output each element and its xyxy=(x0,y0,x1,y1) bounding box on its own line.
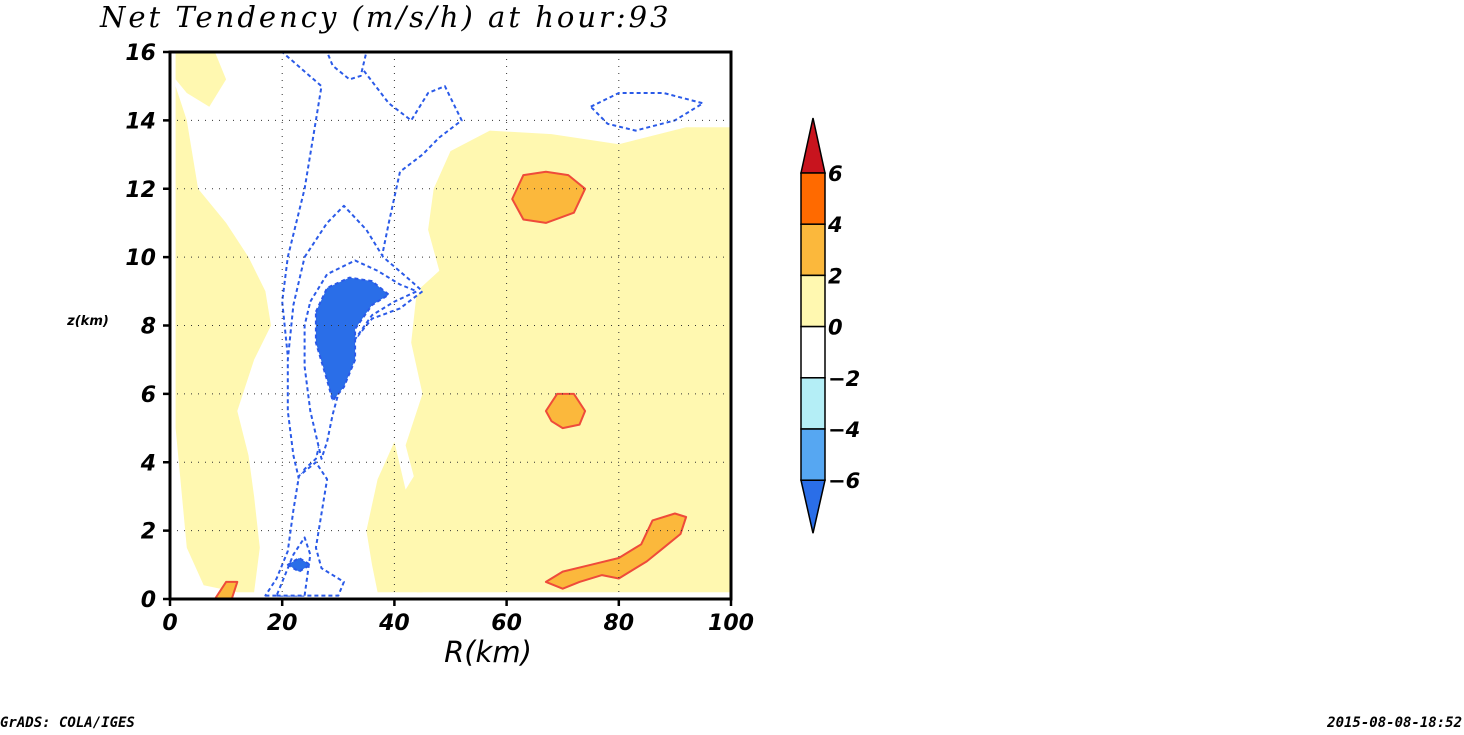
y-tick-label: 14 xyxy=(125,109,156,134)
x-axis-label: R(km) xyxy=(444,635,532,669)
chart-title: Net Tendency (m/s/h) at hour:93 xyxy=(99,0,672,34)
colorbar-tick-label: 4 xyxy=(827,213,843,237)
colorbar-swatch xyxy=(800,223,826,277)
contour-region-positive-background xyxy=(175,86,271,593)
y-tick-label: 2 xyxy=(141,520,156,545)
x-tick-label: 20 xyxy=(267,611,298,636)
colorbar-tick-label: −2 xyxy=(828,367,860,391)
colorbar-tick-label: 0 xyxy=(828,316,843,340)
colorbar-swatch-top xyxy=(800,117,826,174)
colorbar-swatch-bottom xyxy=(800,479,826,534)
x-tick-label: 40 xyxy=(378,611,410,636)
contour-region-upper-moderate-negative xyxy=(326,52,368,81)
y-tick-label: 10 xyxy=(125,246,156,271)
colorbar-swatch xyxy=(800,274,826,328)
y-tick-label: 12 xyxy=(125,178,156,203)
contour-region-upper-right-negative xyxy=(589,92,704,132)
colorbar-tick-label: −4 xyxy=(828,418,860,442)
contour-region-outer-positive xyxy=(405,127,731,593)
y-tick-label: 0 xyxy=(141,588,156,613)
colorbar-tick-label: 2 xyxy=(828,264,843,288)
y-axis-label: z(km) xyxy=(66,314,109,329)
contour-region-low-level-strong-negative xyxy=(286,557,312,573)
footer-right: 2015-08-08-18:52 xyxy=(1326,715,1462,731)
y-tick-label: 4 xyxy=(140,451,156,476)
contour-region-upper-right-strong-positive xyxy=(511,170,587,224)
colorbar-tick-label: 6 xyxy=(828,162,843,186)
colorbar-swatch xyxy=(800,428,826,481)
y-tick-label: 6 xyxy=(141,383,156,408)
x-tick-label: 100 xyxy=(708,611,754,636)
y-tick-label: 16 xyxy=(125,41,156,66)
contour-region-upper-left-positive xyxy=(175,52,227,107)
x-tick-label: 0 xyxy=(162,611,177,636)
colorbar-swatch xyxy=(800,325,826,379)
footer-left: GrADS: COLA/IGES xyxy=(0,715,135,731)
y-tick-label: 8 xyxy=(141,315,156,340)
contour-region-low-level-inflow-negative xyxy=(264,461,345,597)
contour-region-eyewall-strong-negative xyxy=(314,276,390,402)
x-tick-label: 60 xyxy=(491,611,522,636)
colorbar-tick-label: −6 xyxy=(828,469,860,493)
colorbar-swatch xyxy=(800,172,826,225)
contour-region-mid-level-strong-positive xyxy=(544,392,587,430)
x-tick-label: 80 xyxy=(603,611,634,636)
contour-region-lower-left-strong-positive xyxy=(213,580,239,599)
colorbar-swatch xyxy=(800,377,826,430)
contour-region-low-right-strong-positive xyxy=(544,512,688,590)
colorbar: 6 4 2 0 −2 −4 −6 xyxy=(800,117,860,534)
